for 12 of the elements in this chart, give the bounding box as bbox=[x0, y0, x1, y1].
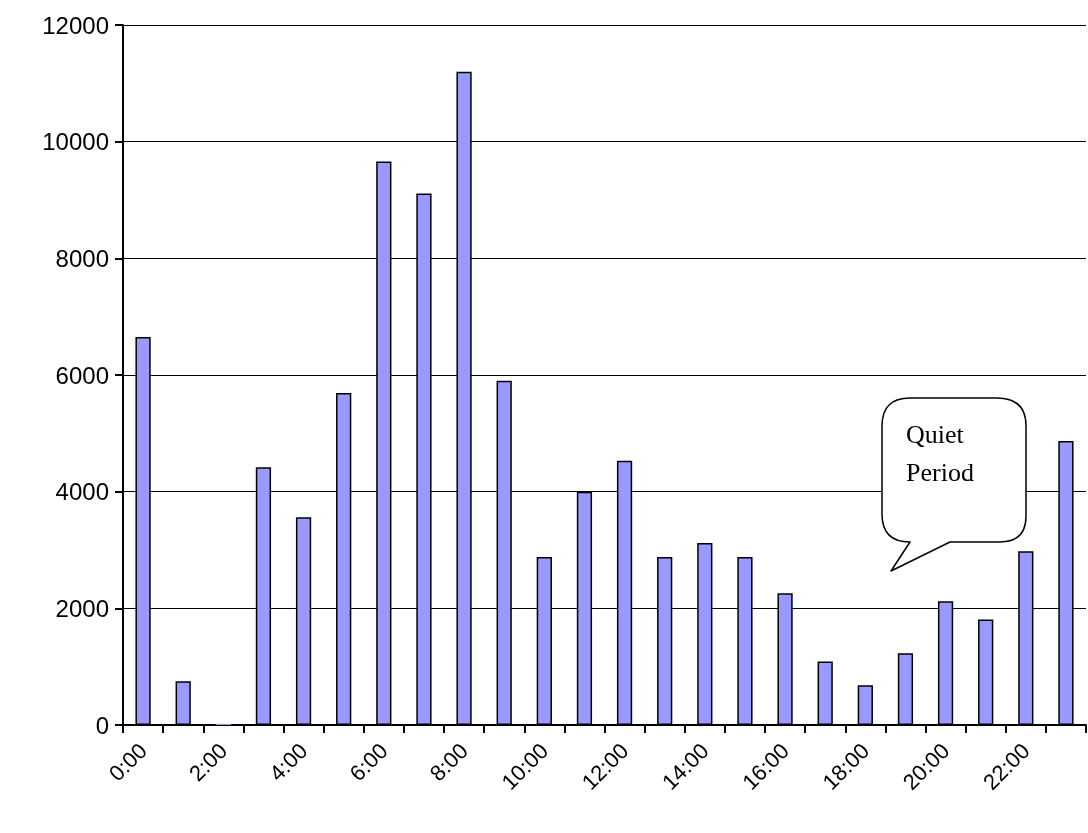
y-tick-label: 2000 bbox=[55, 594, 109, 622]
x-tick-label: 6:00 bbox=[344, 738, 393, 787]
x-tick-label: 0:00 bbox=[103, 738, 152, 787]
y-tick-label: 4000 bbox=[55, 478, 109, 506]
x-tick-label: 8:00 bbox=[424, 738, 473, 787]
y-tick-label: 10000 bbox=[42, 128, 109, 156]
y-tick-label: 8000 bbox=[55, 244, 109, 272]
y-tick-label: 0 bbox=[95, 711, 109, 739]
y-tick-label: 6000 bbox=[55, 361, 109, 389]
x-tick-label: 4:00 bbox=[264, 738, 313, 787]
y-tick-label: 12000 bbox=[42, 11, 109, 39]
annotation: Quiet Period bbox=[906, 419, 975, 489]
